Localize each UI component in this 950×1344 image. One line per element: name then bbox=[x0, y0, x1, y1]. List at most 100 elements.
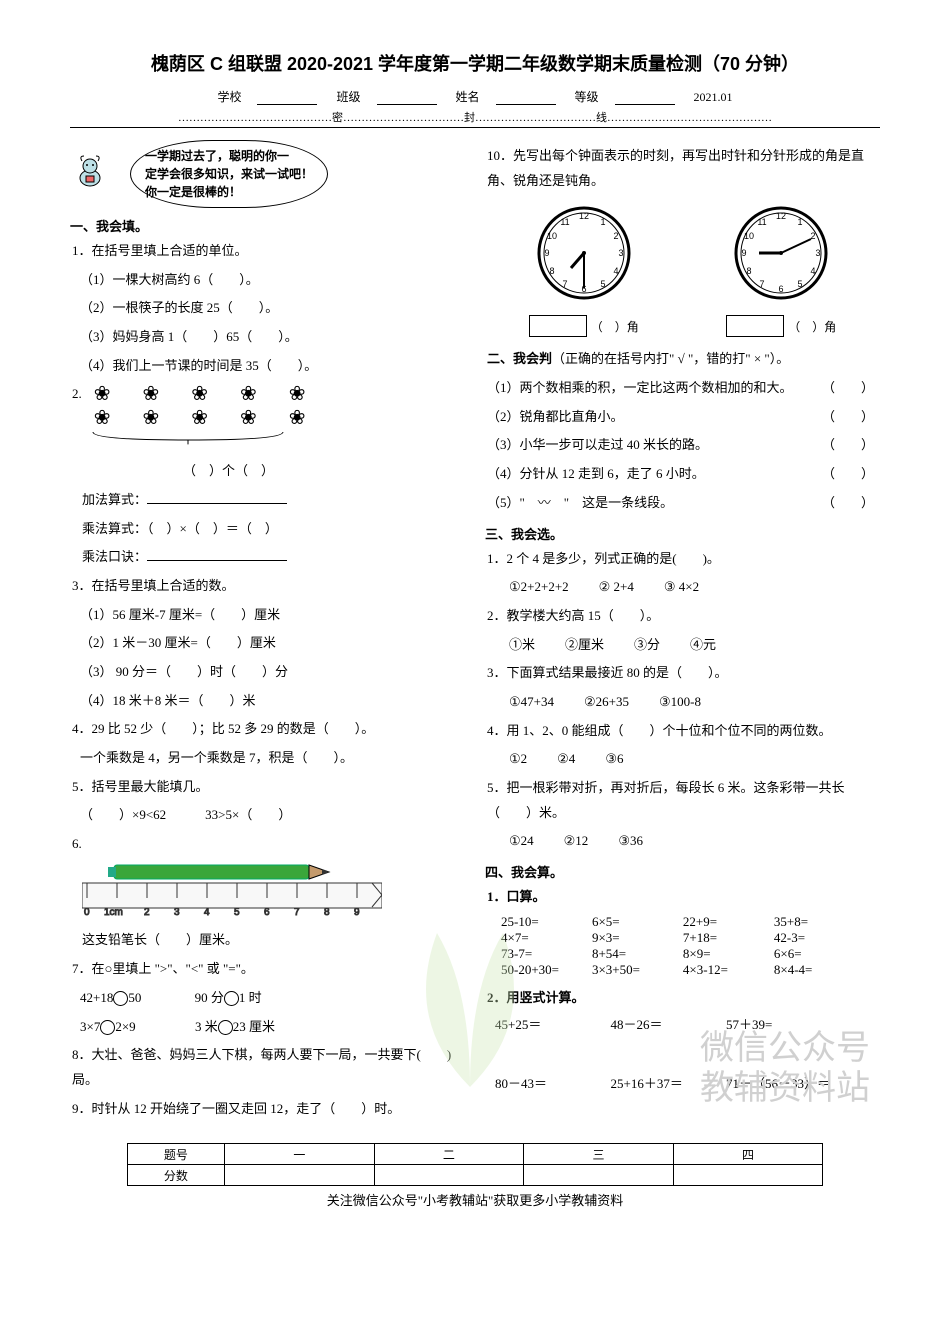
q8: 8．大壮、爸爸、妈妈三人下棋，每两人要下一局，一共要下( )局。 bbox=[72, 1043, 465, 1092]
q4a: 4．29 比 52 少（ ）；比 52 多 29 的数是（ ）。 bbox=[72, 717, 465, 742]
q3a: （1）56 厘米-7 厘米=（ ）厘米 bbox=[80, 603, 465, 628]
svg-text:2: 2 bbox=[144, 907, 150, 918]
label-grade: 等级 bbox=[575, 90, 599, 104]
q7-stem: 7．在○里填上 ">"、"<" 或 "="。 bbox=[72, 957, 465, 982]
vertical-title: 2．用竖式计算。 bbox=[487, 986, 880, 1011]
section-3-title: 三、我会选。 bbox=[485, 524, 880, 543]
q1d: （4）我们上一节课的时间是 35（ ）。 bbox=[80, 354, 465, 379]
bubble-l1: 一学期过去了，聪明的你一 bbox=[145, 147, 313, 165]
two-columns: 一学期过去了，聪明的你一 定学会很多知识，来试一试吧！ 你一定是很棒的！ 一、我… bbox=[70, 140, 880, 1125]
pencil-ruler-icon: 0 1cm 2 3 4 5 6 7 8 9 bbox=[82, 863, 382, 918]
score-table: 题号 一 二 三 四 分数 bbox=[127, 1143, 824, 1186]
kousuan-grid: 25-10=6×5=22+9=35+8= 4×7=9×3=7+18=42-3= … bbox=[501, 914, 880, 978]
info-line: 学校 班级 姓名 等级 2021.01 bbox=[70, 88, 880, 105]
flowers-top: ❀ ❀ ❀ ❀ ❀ bbox=[94, 382, 312, 406]
svg-text:12: 12 bbox=[579, 211, 589, 221]
svg-text:4: 4 bbox=[613, 266, 618, 276]
label-date: 2021.01 bbox=[694, 90, 733, 104]
svg-text:8: 8 bbox=[747, 266, 752, 276]
q3-stem: 3．在括号里填上合适的数。 bbox=[72, 574, 465, 599]
right-column: 10．先写出每个钟面表示的时刻，再写出时针和分针形成的角是直角、锐角还是钝角。 … bbox=[485, 140, 880, 1125]
j3: （3）小华一步可以走过 40 米长的路。 bbox=[487, 433, 708, 458]
svg-text:11: 11 bbox=[758, 217, 767, 227]
svg-text:8: 8 bbox=[324, 907, 330, 918]
j5: （5）" 〰 " 这是一条线段。 bbox=[487, 491, 673, 516]
svg-text:5: 5 bbox=[600, 279, 605, 289]
blank-school bbox=[257, 90, 317, 105]
svg-text:1cm: 1cm bbox=[104, 907, 123, 918]
score-row: 分数 bbox=[127, 1165, 224, 1186]
j2: （2）锐角都比直角小。 bbox=[487, 405, 624, 430]
q2-prefix: 2. bbox=[72, 382, 82, 407]
svg-text:1: 1 bbox=[798, 217, 803, 227]
kousuan-title: 1．口算。 bbox=[487, 885, 880, 910]
q4b: 一个乘数是 4，另一个乘数是 7，积是（ ）。 bbox=[80, 746, 465, 771]
svg-text:1: 1 bbox=[600, 217, 605, 227]
section-2-title: 二、我会判（正确的在括号内打" √ "，错的打" × "）。 bbox=[487, 347, 880, 372]
svg-text:6: 6 bbox=[779, 284, 784, 294]
svg-text:4: 4 bbox=[811, 266, 816, 276]
bubble-l3: 你一定是很棒的！ bbox=[145, 183, 313, 201]
q2-group: （ ）个（ ） bbox=[0, 459, 465, 484]
svg-text:3: 3 bbox=[174, 907, 180, 918]
svg-text:7: 7 bbox=[294, 907, 300, 918]
angle-label: （ ）角 bbox=[788, 318, 836, 335]
svg-text:8: 8 bbox=[549, 266, 554, 276]
svg-text:5: 5 bbox=[798, 279, 803, 289]
blank-grade bbox=[615, 90, 675, 105]
score-head: 题号 bbox=[127, 1144, 224, 1165]
time-box bbox=[726, 315, 784, 337]
clock-icon: 1212 345 678 91011 bbox=[534, 203, 634, 303]
section-1-title: 一、我会填。 bbox=[70, 216, 465, 235]
cow-icon bbox=[70, 154, 110, 194]
svg-text:7: 7 bbox=[562, 279, 567, 289]
label-class: 班级 bbox=[336, 90, 360, 104]
angle-label: （ ）角 bbox=[591, 318, 639, 335]
seal-line: ……………………………………密……………………………封……………………………线…… bbox=[70, 109, 880, 125]
q7-row1: 42+1850 90 分1 时 bbox=[80, 986, 465, 1011]
q2-mul: 乘法算式：（ ）×（ ）＝（ ） bbox=[82, 517, 465, 542]
svg-text:3: 3 bbox=[816, 248, 821, 258]
section-4-title: 四、我会算。 bbox=[485, 862, 880, 881]
label-school: 学校 bbox=[217, 90, 241, 104]
q3d: （4）18 米＋8 米＝（ ）米 bbox=[80, 689, 465, 714]
j1: （1）两个数相乘的积，一定比这两个数相加的和大。 bbox=[487, 376, 793, 401]
svg-text:2: 2 bbox=[613, 231, 618, 241]
q2-kj: 乘法口诀： bbox=[82, 549, 147, 564]
q6: 6. 0 1cm 2 3 4 5 bbox=[72, 832, 465, 953]
vertical-row1: 45+25＝48－26＝57＋39= bbox=[495, 1014, 880, 1033]
time-box bbox=[529, 315, 587, 337]
vertical-row2: 80－43＝25+16＋37＝71－（56－33）＝ bbox=[495, 1073, 880, 1092]
intro-row: 一学期过去了，聪明的你一 定学会很多知识，来试一试吧！ 你一定是很棒的！ bbox=[70, 140, 465, 208]
divider bbox=[70, 127, 880, 128]
q5-stem: 5．括号里最大能填几。 bbox=[72, 775, 465, 800]
left-column: 一学期过去了，聪明的你一 定学会很多知识，来试一试吧！ 你一定是很棒的！ 一、我… bbox=[70, 140, 465, 1125]
blank-kj bbox=[147, 546, 287, 561]
svg-text:7: 7 bbox=[760, 279, 765, 289]
svg-text:6: 6 bbox=[264, 907, 270, 918]
c5: 5．把一根彩带对折，再对折后，每段长 6 米。这条彩带一共长（ ）米。 bbox=[487, 776, 880, 825]
svg-text:3: 3 bbox=[618, 248, 623, 258]
c3: 3．下面算式结果最接近 80 的是（ ）。 bbox=[487, 661, 880, 686]
q1c: （3）妈妈身高 1（ ）65（ ）。 bbox=[80, 325, 465, 350]
blank-add bbox=[147, 489, 287, 504]
q10-stem: 10．先写出每个钟面表示的时刻，再写出时针和分针形成的角是直角、锐角还是钝角。 bbox=[487, 144, 880, 193]
blank-name bbox=[496, 90, 556, 105]
flowers-bot: ❀ ❀ ❀ ❀ ❀ bbox=[94, 406, 312, 430]
q2: 2. ❀ ❀ ❀ ❀ ❀ ❀ ❀ ❀ ❀ ❀ （ ）个（ ） 加法算式： 乘法算… bbox=[72, 382, 465, 569]
q2-add: 加法算式： bbox=[82, 492, 147, 507]
q9: 9．时针从 12 开始绕了一圈又走回 12，走了（ ）时。 bbox=[72, 1097, 465, 1122]
q1b: （2）一根筷子的长度 25（ ）。 bbox=[80, 296, 465, 321]
svg-text:9: 9 bbox=[354, 907, 360, 918]
q6-ans: 这支铅笔长（ ）厘米。 bbox=[82, 928, 465, 953]
circle-icon bbox=[100, 1020, 115, 1035]
q3c: （3） 90 分＝（ ）时（ ）分 bbox=[80, 660, 465, 685]
c2: 2．教学楼大约高 15（ ）。 bbox=[487, 604, 880, 629]
svg-text:5: 5 bbox=[234, 907, 240, 918]
q5a: （ ）×9<62 33>5×（ ） bbox=[80, 803, 465, 828]
exam-page: 槐荫区 C 组联盟 2020-2021 学年度第一学期二年级数学期末质量检测（7… bbox=[0, 0, 950, 1229]
q1-stem: 1．在括号里填上合适的单位。 bbox=[72, 239, 465, 264]
svg-text:10: 10 bbox=[744, 231, 754, 241]
footer-text: 关注微信公众号"小考教辅站"获取更多小学教辅资料 bbox=[70, 1190, 880, 1209]
circle-icon bbox=[218, 1020, 233, 1035]
